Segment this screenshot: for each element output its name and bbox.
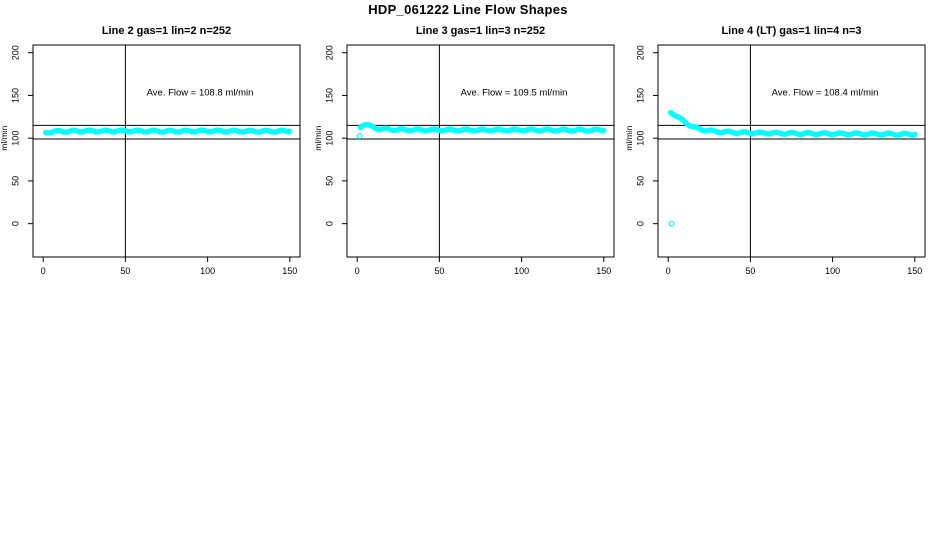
- y-tick-label: 50: [10, 176, 20, 186]
- y-tick-label: 50: [635, 176, 645, 186]
- y-axis-label: ml/min: [625, 125, 634, 150]
- data-points: [42, 127, 293, 136]
- x-tick-label: 100: [200, 266, 215, 276]
- y-tick-label: 0: [10, 221, 20, 226]
- flow-point: [287, 128, 293, 134]
- flow-point: [601, 127, 607, 133]
- plot-box: [32, 44, 301, 258]
- x-tick-label: 50: [745, 266, 755, 276]
- y-tick-label: 100: [10, 131, 20, 146]
- y-tick-label: 50: [324, 176, 334, 186]
- x-tick-label: 0: [41, 266, 46, 276]
- y-tick-label: 200: [324, 45, 334, 60]
- x-tick-label: 150: [907, 266, 922, 276]
- data-points: [667, 109, 918, 227]
- y-tick-label: 100: [324, 131, 334, 146]
- y-tick-label: 100: [635, 131, 645, 146]
- plot-box: [346, 44, 615, 258]
- y-tick-label: 200: [10, 45, 20, 60]
- y-axis-label: ml/min: [0, 125, 9, 150]
- panel-title: Line 3 gas=1 lin=3 n=252: [416, 25, 545, 37]
- y-tick-label: 0: [324, 221, 334, 226]
- x-tick-label: 100: [825, 266, 840, 276]
- x-tick-label: 150: [596, 266, 611, 276]
- panel-title: Line 4 (LT) gas=1 lin=4 n=3: [721, 25, 861, 37]
- x-tick-label: 50: [120, 266, 130, 276]
- panel-3-plot: 0 50 100 150 200 ml/min 0 50 100 150 Line 4 (LT) g…: [625, 25, 926, 276]
- x-tick-label: 0: [666, 266, 671, 276]
- x-tick-label: 0: [355, 266, 360, 276]
- y-axis-label: ml/min: [314, 125, 323, 150]
- x-tick-label: 150: [282, 266, 297, 276]
- plot-box: [657, 44, 926, 258]
- ave-flow-annotation: Ave. Flow = 108.8 ml/min: [147, 87, 254, 98]
- data-points: [356, 122, 607, 140]
- outlier-point: [356, 132, 363, 140]
- outlier-point: [668, 220, 675, 227]
- panel-title: Line 2 gas=1 lin=2 n=252: [102, 25, 231, 37]
- panel-1-plot: 0 50 100 150 200 ml/min 0 50 100 150 Line 2 gas=1 …: [0, 25, 301, 276]
- y-tick-label: 150: [635, 88, 645, 103]
- y-tick-label: 150: [10, 88, 20, 103]
- main-title: HDP_061222 Line Flow Shapes: [368, 2, 568, 17]
- panel-2-plot: 0 50 100 150 200 ml/min 0 50 100 150 Line 3 gas=1 …: [314, 25, 615, 276]
- x-tick-label: 100: [514, 266, 529, 276]
- x-tick-label: 50: [434, 266, 444, 276]
- y-tick-label: 200: [635, 45, 645, 60]
- ave-flow-annotation: Ave. Flow = 109.5 ml/min: [461, 87, 568, 98]
- flow-point: [912, 131, 918, 138]
- ave-flow-annotation: Ave. Flow = 108.4 ml/min: [772, 87, 879, 98]
- y-tick-label: 0: [635, 221, 645, 226]
- y-tick-label: 150: [324, 88, 334, 103]
